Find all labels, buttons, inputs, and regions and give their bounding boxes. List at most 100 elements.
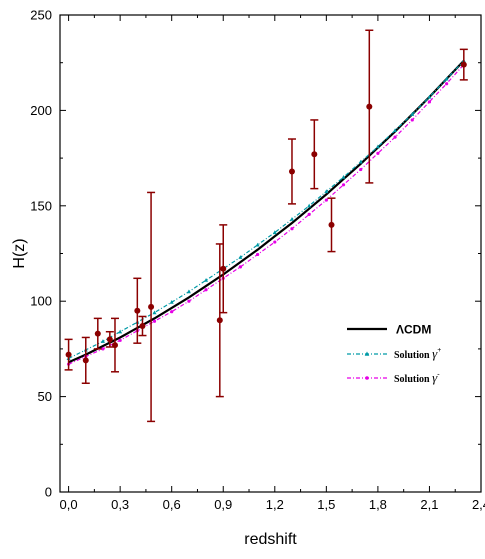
data-marker <box>311 151 318 158</box>
series-line-1 <box>68 60 465 359</box>
legend-label-0: ΛCDM <box>396 323 431 337</box>
series-marker-2 <box>341 183 346 187</box>
series-line-0 <box>68 60 465 364</box>
data-marker <box>134 307 141 314</box>
series-marker-2 <box>187 299 191 303</box>
series-marker-2 <box>307 212 311 216</box>
series-marker-2 <box>393 135 397 139</box>
data-point <box>81 336 90 384</box>
series-marker-1 <box>324 189 329 194</box>
data-point <box>365 29 374 184</box>
data-marker <box>139 323 146 330</box>
data-point <box>110 317 119 373</box>
data-point <box>133 277 142 344</box>
series-marker-2 <box>376 151 380 155</box>
legend-label-2: Solution γ- <box>394 370 440 385</box>
series-line-2 <box>68 64 465 365</box>
series-marker-2 <box>152 319 157 323</box>
data-marker <box>82 357 89 364</box>
series-marker-2 <box>170 310 174 314</box>
series-marker-1 <box>152 310 157 315</box>
series-marker-1 <box>307 203 312 208</box>
series-marker-2 <box>359 167 363 172</box>
series-marker-2 <box>118 338 122 342</box>
x-tick-label: 1,5 <box>317 497 335 512</box>
series-marker-2 <box>324 198 328 202</box>
series-marker-1 <box>375 144 380 149</box>
series-marker-1 <box>255 242 260 247</box>
y-tick-label: 200 <box>30 103 52 118</box>
series-marker-2 <box>445 82 449 86</box>
series-marker-1 <box>204 278 209 282</box>
series-marker-1 <box>341 174 346 179</box>
data-marker <box>288 168 295 175</box>
errorbar-layer <box>64 29 468 423</box>
y-axis-ticks: 0 50 100 150 200 250 <box>30 8 481 500</box>
series-marker-1 <box>186 289 191 294</box>
series-marker-2 <box>101 347 105 351</box>
data-point <box>287 138 296 205</box>
data-marker <box>94 330 101 337</box>
data-marker <box>148 303 155 310</box>
x-axis-ticks: 0,0 0,3 0,6 0,9 1,2 1,5 1,8 2,1 2,4 <box>60 15 485 512</box>
series-marker-1 <box>169 299 174 304</box>
series-marker-1 <box>410 112 415 116</box>
series-marker-2 <box>427 100 432 104</box>
data-marker <box>220 265 227 272</box>
data-marker <box>216 317 223 324</box>
series-marker-2 <box>290 227 294 231</box>
x-tick-label: 1,8 <box>369 497 387 512</box>
plot-frame <box>59 14 482 493</box>
x-tick-label: 0,6 <box>163 497 181 512</box>
y-tick-label: 0 <box>45 485 52 500</box>
x-axis-title: redshift <box>244 531 297 548</box>
legend: ΛCDM Solution γ+ Solution γ- <box>347 323 441 385</box>
series-marker-1 <box>289 216 294 221</box>
data-point <box>93 317 102 350</box>
legend-label-1: Solution γ+ <box>394 346 441 361</box>
y-tick-label: 250 <box>30 8 52 23</box>
x-tick-label: 1,2 <box>266 497 284 512</box>
x-tick-label: 0,0 <box>60 497 78 512</box>
data-point <box>215 243 224 398</box>
data-point <box>105 330 114 348</box>
series-marker-2 <box>204 288 208 292</box>
data-point <box>219 224 228 314</box>
series-marker-1 <box>358 159 363 164</box>
x-tick-label: 0,3 <box>111 497 129 512</box>
y-tick-label: 100 <box>30 294 52 309</box>
y-tick-label: 150 <box>30 198 52 213</box>
series-marker-2 <box>273 240 277 244</box>
x-tick-label: 2,4 <box>472 497 485 512</box>
data-marker <box>106 336 113 343</box>
data-marker <box>65 351 72 358</box>
series-marker-2 <box>238 265 243 269</box>
data-marker <box>328 221 335 228</box>
series-marker-1 <box>100 339 105 343</box>
series-marker-2 <box>410 118 414 122</box>
data-point <box>459 48 468 81</box>
x-tick-label: 2,1 <box>420 497 438 512</box>
series-marker-1 <box>272 230 277 235</box>
legend-marker-1 <box>364 351 370 356</box>
data-point <box>310 119 319 190</box>
data-marker <box>460 61 467 68</box>
y-tick-label: 50 <box>38 389 52 404</box>
data-point <box>327 197 336 253</box>
data-marker <box>366 103 373 110</box>
data-marker <box>111 342 118 349</box>
y-axis-title: H(z) <box>11 238 28 268</box>
data-point <box>64 338 73 371</box>
x-tick-label: 0,9 <box>214 497 232 512</box>
series-marker-1 <box>118 329 123 334</box>
legend-marker-2 <box>365 376 369 380</box>
data-point <box>138 315 147 337</box>
series-layer <box>66 58 466 366</box>
series-marker-1 <box>393 128 398 133</box>
series-marker-2 <box>256 252 260 257</box>
data-point <box>147 191 156 423</box>
series-marker-1 <box>427 94 432 99</box>
series-marker-1 <box>238 255 243 259</box>
